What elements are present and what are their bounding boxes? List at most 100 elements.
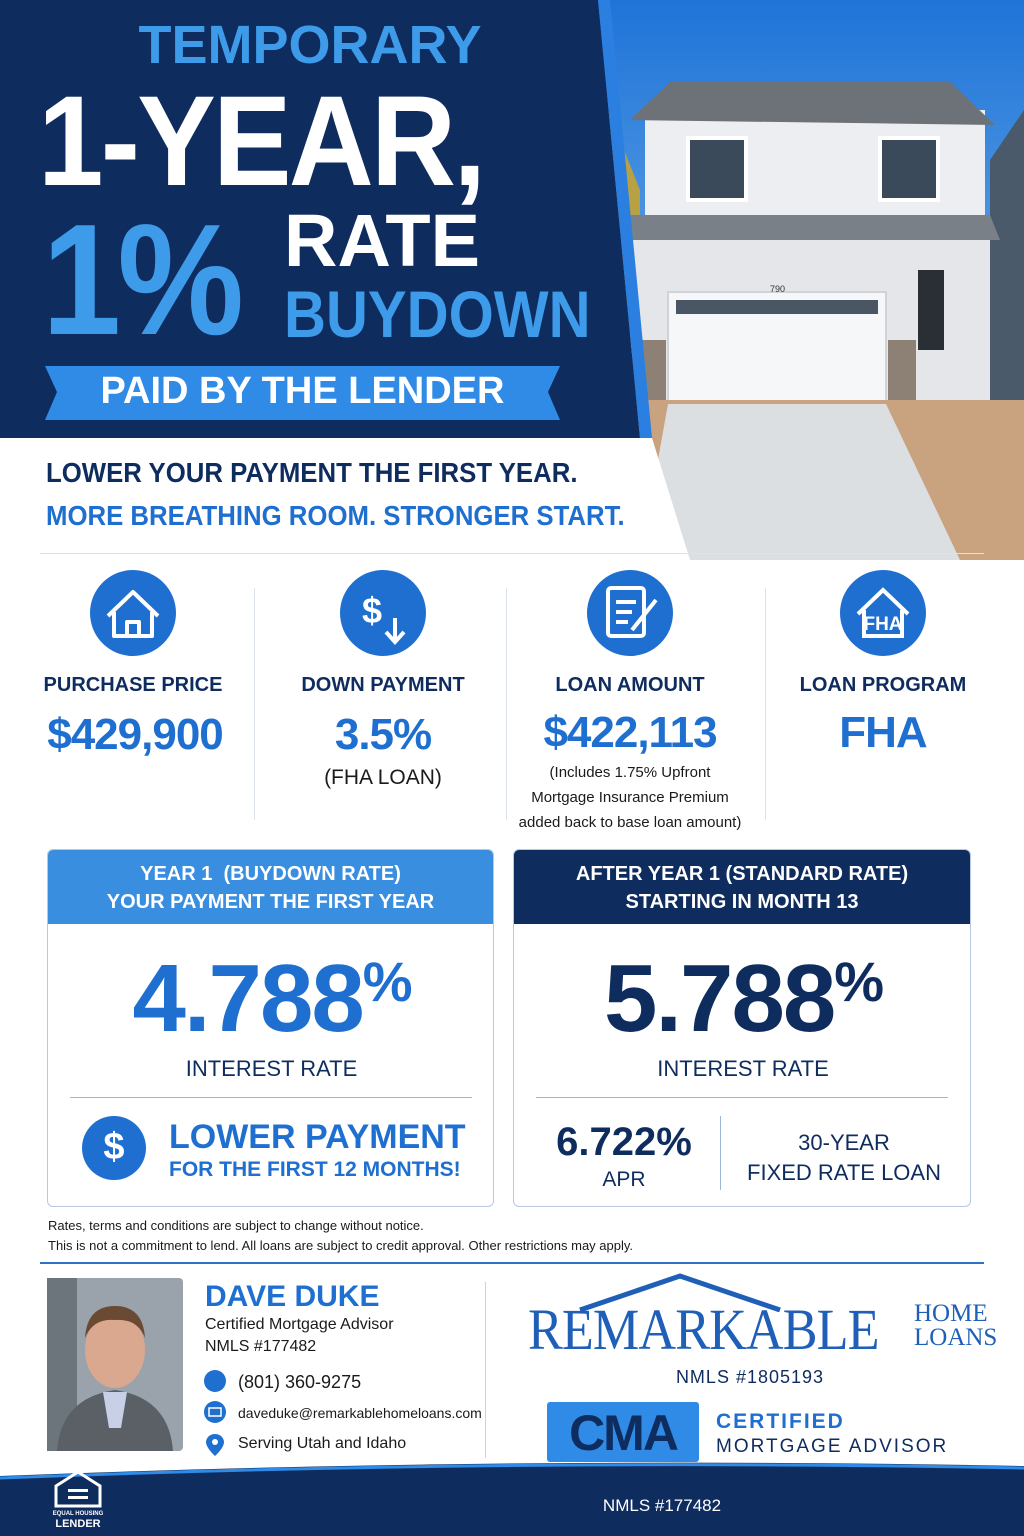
footer-accent [0,1463,1024,1480]
company-nmls: NMLS #1805193 [675,1367,825,1387]
cert-line: CERTIFIED [716,1410,845,1433]
hair [85,1306,145,1338]
apr-label: APR [602,1168,646,1191]
roof-line [579,1273,781,1312]
stat-label: PURCHASE PRICE [43,674,223,696]
stat-note: added back to base loan amount) [518,814,742,831]
rate-value: 4.788% [48,944,495,1054]
advisor-photo [47,1278,183,1451]
rate-value: 5.788% [514,944,972,1054]
footer-band [0,1462,1024,1536]
advisor-email[interactable]: daveduke@remarkablehomeloans.com [238,1405,482,1421]
card-header: AFTER YEAR 1 (STANDARD RATE) STARTING IN… [514,850,970,924]
ehl-text: EQUAL HOUSING [52,1511,104,1517]
divider [536,1097,948,1098]
divider [254,588,255,820]
card-header-line: YOUR PAYMENT THE FIRST YEAR [106,891,435,913]
year1-card: YEAR 1 (BUYDOWN RATE) YOUR PAYMENT THE F… [47,849,494,1207]
phone-icon [204,1370,226,1392]
card-header: YEAR 1 (BUYDOWN RATE) YOUR PAYMENT THE F… [48,850,493,924]
headline-line1: TEMPORARY [138,15,482,75]
navy-panel [0,0,640,438]
cma-badge [547,1402,699,1462]
stone [888,340,916,410]
stat-label: DOWN PAYMENT [301,674,465,696]
face [85,1312,145,1388]
house-number: 790 [770,284,785,294]
arrow-icon [384,618,406,645]
neighbor-house [990,110,1024,400]
advisor-nmls: NMLS #177482 [205,1338,317,1355]
callout-sub: FOR THE FIRST 12 MONTHS! [169,1158,461,1181]
rate-unit: % [362,950,413,1013]
rate-number: 4.788 [132,945,364,1052]
term: FIXED RATE LOAN [747,1160,941,1185]
headline-line2: 1-YEAR, [38,70,486,213]
stat-value: $429,900 [47,710,224,759]
stat-note: Mortgage Insurance Premium [531,789,729,806]
stat-icons [90,570,926,656]
divider [720,1116,721,1190]
ehl-text: LENDER [55,1518,101,1530]
headline-buydown: BUYDOWN [284,277,591,351]
roof [630,82,995,125]
stat-value: 3.5% [334,710,432,759]
company-name2: HOME LOANS [914,1300,998,1351]
roof [610,215,1000,240]
window [686,136,748,202]
stat-note: (FHA LOAN) [324,766,442,789]
company-name2-line: LOANS [914,1324,998,1351]
advisor-phone[interactable]: (801) 360-9275 [238,1372,362,1392]
apr-value: 6.722% [556,1120,692,1164]
ehl-bar [68,1489,88,1492]
stat-label: LOAN AMOUNT [555,674,705,696]
dollar-icon: $ [103,1126,125,1168]
cma-text: CMA [569,1405,679,1461]
rate-number: 5.788 [603,945,836,1052]
banner-ribbon [45,366,560,420]
document-lines [616,598,658,632]
advisor-area: Serving Utah and Idaho [238,1435,407,1452]
tagline: LOWER YOUR PAYMENT THE FIRST YEAR. [46,457,578,488]
advisor-title: Certified Mortgage Advisor [205,1316,394,1333]
divider [70,1097,472,1098]
icon-text: FHA [863,614,903,635]
dollar-circle [82,1116,146,1180]
card-header-line: STARTING IN MONTH 13 [625,891,859,913]
ehl-bar [68,1496,88,1499]
icon-text: $ [362,590,383,631]
accent-stripe [598,0,652,438]
card-header-line: YEAR 1 (BUYDOWN RATE) [140,863,401,885]
divider [40,1262,984,1264]
footer-wave [0,1462,1024,1536]
email-icon [204,1401,226,1423]
rate-label: INTEREST RATE [185,1056,358,1081]
stat-value: $422,113 [543,708,717,757]
shirt [103,1392,127,1428]
icon-circle [840,570,926,656]
divider [485,1282,486,1458]
house-icon [106,590,160,638]
email-glyph [208,1407,222,1417]
tagline-panel [0,438,690,560]
banner-text: PAID BY THE LENDER [100,370,505,412]
icon-circle [340,570,426,656]
stat-label: LOAN PROGRAM [799,674,967,696]
footer-nmls: NMLS #177482 [602,1496,722,1515]
headline-big: 1% [42,192,244,368]
ehl-icon [54,1470,102,1508]
after-card: AFTER YEAR 1 (STANDARD RATE) STARTING IN… [513,849,971,1207]
garage-windows [676,300,878,314]
divider [40,553,984,554]
window [878,136,940,202]
stat-value: FHA [839,708,927,757]
callout: LOWER PAYMENT [169,1118,466,1156]
term: 30-YEAR [798,1130,890,1155]
company-name2-line: HOME [914,1300,988,1327]
fha-house-icon [856,587,910,638]
logo-roof [579,1273,781,1312]
advisor-name: DAVE DUKE [205,1280,380,1313]
icon-circle [90,570,176,656]
driveway [640,404,960,560]
